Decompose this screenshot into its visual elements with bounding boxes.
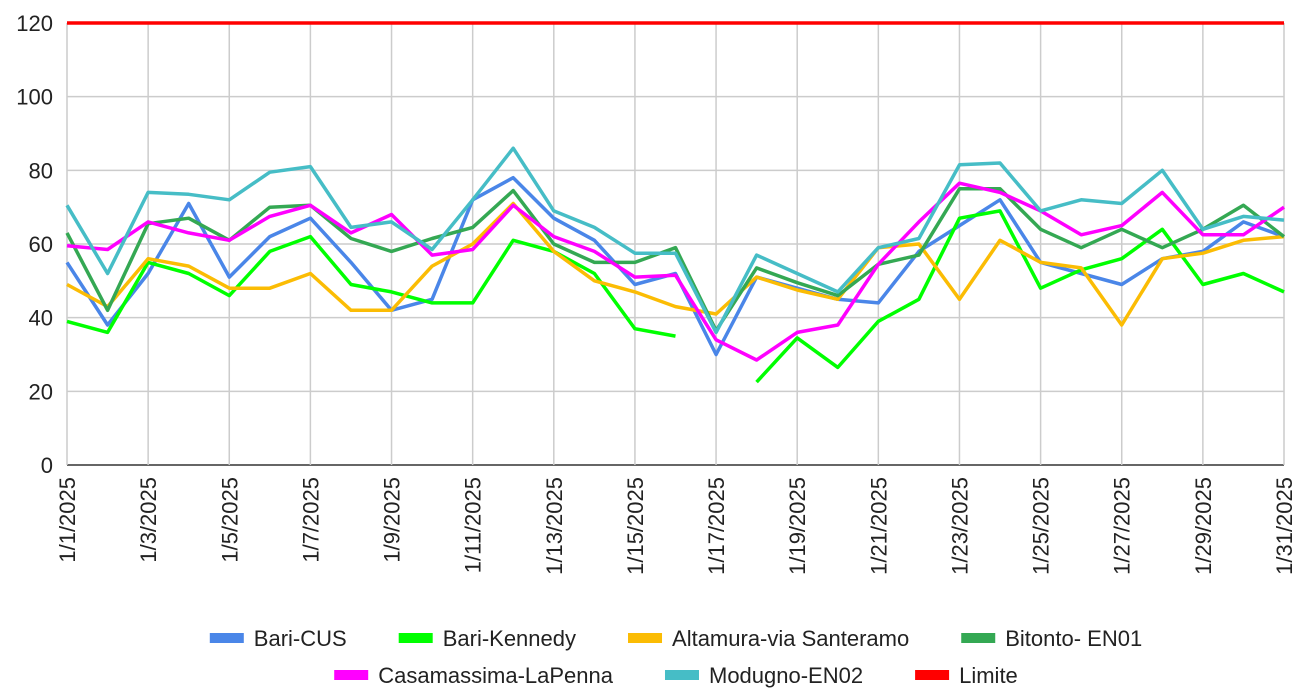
legend-item: Limite [915, 663, 1018, 688]
legend-label: Limite [959, 663, 1018, 688]
y-tick-label: 120 [16, 11, 53, 36]
legend-item: Altamura-via Santeramo [628, 626, 909, 651]
legend-item: Bari-Kennedy [398, 626, 576, 651]
y-tick-label: 80 [29, 158, 53, 183]
legend-swatch [961, 633, 996, 643]
x-tick-label: 1/13/2025 [542, 477, 567, 575]
series-line [65, 187, 1286, 333]
x-tick-label: 1/15/2025 [623, 477, 648, 575]
x-tick-label: 1/3/2025 [136, 477, 161, 563]
legend-item: Bitonto- EN01 [961, 626, 1142, 651]
legend-label: Bari-CUS [254, 626, 347, 651]
legend-swatch [209, 633, 244, 643]
legend-label: Bitonto- EN01 [1005, 626, 1142, 651]
y-tick-label: 60 [29, 232, 53, 257]
legend-item: Casamassima-LaPenna [334, 663, 614, 688]
legend-label: Altamura-via Santeramo [672, 626, 909, 651]
y-tick-label: 20 [29, 379, 53, 404]
x-tick-label: 1/27/2025 [1110, 477, 1135, 575]
y-tick-label: 0 [41, 453, 53, 478]
x-tick-label: 1/19/2025 [785, 477, 810, 575]
x-tick-label: 1/1/2025 [55, 477, 80, 563]
legend-label: Casamassima-LaPenna [378, 663, 614, 688]
x-tick-label: 1/31/2025 [1272, 477, 1295, 575]
y-tick-label: 40 [29, 306, 53, 331]
y-tick-label: 100 [16, 85, 53, 110]
series-line [65, 175, 1285, 357]
series-line [65, 146, 1285, 335]
x-tick-label: 1/25/2025 [1029, 477, 1054, 575]
x-tick-label: 1/21/2025 [866, 477, 891, 575]
legend-swatch [915, 670, 950, 680]
legend-swatch [628, 633, 663, 643]
legend-label: Bari-Kennedy [443, 626, 576, 651]
legend-item: Bari-CUS [209, 626, 347, 651]
series-line [66, 181, 1285, 362]
x-tick-label: 1/29/2025 [1191, 477, 1216, 575]
x-tick-label: 1/5/2025 [217, 477, 242, 563]
legend-item: Modugno-EN02 [664, 663, 863, 688]
legend-label: Modugno-EN02 [709, 663, 863, 688]
legend-swatch [664, 670, 699, 680]
x-tick-label: 1/7/2025 [298, 477, 323, 563]
legend-swatch [334, 670, 369, 680]
x-tick-label: 1/11/2025 [461, 477, 486, 573]
legend-swatch [398, 633, 433, 643]
series-line [66, 201, 1285, 327]
x-tick-label: 1/17/2025 [704, 477, 729, 575]
x-tick-label: 1/9/2025 [380, 477, 405, 563]
x-tick-label: 1/23/2025 [947, 477, 972, 575]
